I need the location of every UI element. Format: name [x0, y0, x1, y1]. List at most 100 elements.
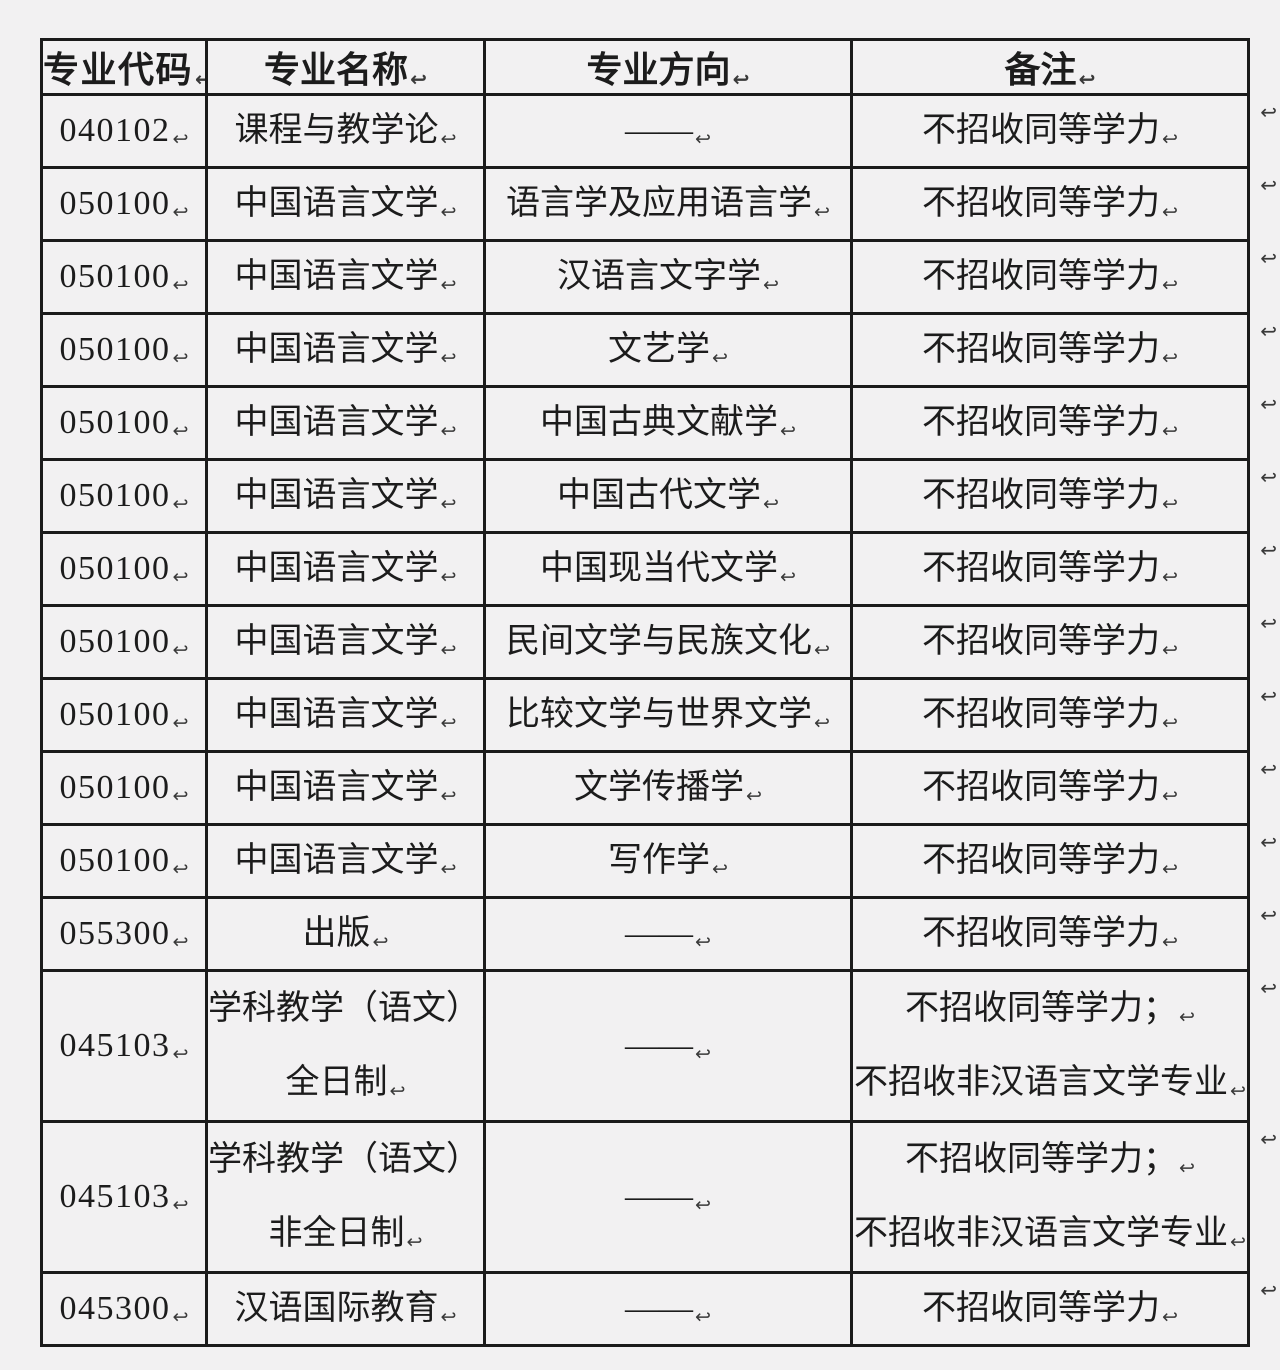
table-body: 040102 ↩ 课程与教学论 ↩ —— ↩ 不招收同等学力 ↩ ↩ 050100 ↩ 中国…	[40, 93, 1277, 1347]
paragraph-mark-icon: ↩	[482, 1006, 483, 1028]
cell-line: 不招收同等学力 ↩	[922, 476, 1178, 515]
cell-lines: 汉语国际教育 ↩	[208, 1274, 483, 1344]
paragraph-mark-icon: ↩	[440, 784, 457, 807]
cell-line: 中国语言文学 ↩	[235, 695, 457, 734]
paragraph-mark-icon: ↩	[1162, 857, 1178, 880]
cell-remark: 不招收同等学力 ↩ ↩	[850, 458, 1277, 534]
header-cell-remark: 备注↩↩	[850, 38, 1250, 96]
cell-name: 学科教学（语文）↩非全日制↩	[205, 1120, 486, 1274]
cell-lines: 中国古代文学 ↩	[486, 461, 850, 531]
cell-code: 050100 ↩	[40, 166, 208, 242]
table-row: 055300 ↩ 出版 ↩ —— ↩ 不招收同等学力 ↩ ↩	[40, 896, 1277, 972]
cell-text: 040102	[59, 112, 171, 150]
cell-lines: 050100 ↩	[43, 753, 205, 823]
table-row: 050100 ↩ 中国语言文学 ↩ 比较文学与世界文学 ↩ 不招收同等学力 ↩ ↩	[40, 677, 1277, 753]
cell-lines: 文学传播学 ↩	[486, 753, 850, 823]
cell-line: 中国语言文学 ↩	[235, 768, 457, 807]
cell-line: 中国语言文学 ↩	[235, 549, 457, 588]
paragraph-mark-icon: ↩	[1162, 930, 1178, 953]
paragraph-mark-icon: ↩	[172, 857, 189, 880]
paragraph-mark-icon: ↩	[172, 127, 189, 150]
paragraph-mark-icon: ↩	[172, 346, 189, 369]
cell-lines: 不招收同等学力 ↩	[853, 242, 1247, 312]
paragraph-mark-icon: ↩	[440, 492, 457, 515]
cell-line: 050100 ↩	[60, 841, 189, 880]
cell-line: 课程与教学论 ↩	[235, 111, 457, 150]
table-header: 专业代码↩ 专业名称↩ 专业方向↩ 备注↩↩	[40, 38, 1250, 96]
cell-line: 民间文学与民族文化 ↩	[506, 622, 830, 661]
cell-line: 045300 ↩	[60, 1289, 189, 1328]
program-table: 专业代码↩ 专业名称↩ 专业方向↩ 备注↩↩ 040102↩ 课程与教学论↩ —…	[40, 38, 1277, 1347]
cell-lines: 050100 ↩	[43, 242, 205, 312]
cell-text: 不招收同等学力	[922, 769, 1161, 807]
cell-name: 中国语言文学 ↩	[205, 677, 486, 753]
cell-remark: 不招收同等学力 ↩ ↩	[850, 750, 1277, 826]
cell-text: 不招收同等学力	[922, 331, 1161, 369]
cell-remark: 不招收同等学力； ↩ 不招收非汉语言文学专业 ↩ ↩	[850, 969, 1277, 1123]
cell-line: 不招收非汉语言文学专业 ↩	[854, 1063, 1246, 1102]
cell-direction: —— ↩	[483, 93, 853, 169]
table-header-row: 专业代码↩ 专业名称↩ 专业方向↩ 备注↩↩	[40, 38, 1250, 96]
cell-name: 中国语言文学 ↩	[205, 531, 486, 607]
cell-line: 学科教学（语文）↩	[208, 989, 483, 1028]
cell-line: 不招收同等学力 ↩	[922, 914, 1178, 953]
paragraph-mark-icon: ↩	[172, 492, 189, 515]
cell-remark: 不招收同等学力 ↩ ↩	[850, 166, 1277, 242]
cell-lines: 050100 ↩	[43, 461, 205, 531]
paragraph-mark-icon: ↩	[440, 565, 457, 588]
paragraph-mark-icon: ↩	[1162, 419, 1178, 442]
cell-text: 文艺学	[608, 331, 711, 369]
cell-line: 不招收同等学力 ↩	[922, 695, 1178, 734]
cell-text: 不招收同等学力	[922, 404, 1161, 442]
row-end-mark-icon: ↩	[1260, 465, 1277, 489]
row-end-mark-icon: ↩	[1260, 757, 1277, 781]
paragraph-mark-icon: ↩	[172, 711, 189, 734]
cell-direction: 语言学及应用语言学 ↩	[483, 166, 853, 242]
paragraph-mark-icon: ↩	[172, 273, 189, 296]
cell-text: 不招收同等学力；	[905, 1141, 1178, 1179]
cell-lines: 不招收同等学力 ↩	[853, 169, 1247, 239]
header-cell-name: 专业名称↩	[205, 38, 486, 96]
cell-lines: 中国语言文学 ↩	[208, 534, 483, 604]
cell-line: 050100 ↩	[60, 695, 189, 734]
cell-code: 050100 ↩	[40, 823, 208, 899]
cell-text: 不招收同等学力	[922, 842, 1161, 880]
cell-text: ——	[625, 112, 694, 150]
cell-line: 045103 ↩	[60, 1177, 189, 1216]
cell-line: 中国语言文学 ↩	[235, 330, 457, 369]
cell-line: 不招收同等学力 ↩	[922, 549, 1178, 588]
cell-line: 汉语国际教育 ↩	[235, 1289, 457, 1328]
cell-text: 不招收同等学力	[922, 915, 1161, 953]
cell-name: 中国语言文学 ↩	[205, 604, 486, 680]
cell-name: 课程与教学论 ↩	[205, 93, 486, 169]
cell-code: 050100 ↩	[40, 604, 208, 680]
paragraph-mark-icon: ↩	[814, 711, 830, 734]
cell-text: 050100	[59, 477, 171, 515]
cell-text: 文学传播学	[574, 769, 745, 807]
cell-text: 非全日制	[268, 1215, 405, 1253]
cell-name: 中国语言文学 ↩	[205, 823, 486, 899]
cell-direction: 写作学 ↩	[483, 823, 853, 899]
cell-line: 中国语言文学 ↩	[235, 622, 457, 661]
cell-lines: 045103 ↩	[43, 972, 205, 1120]
cell-text: 民间文学与民族文化	[506, 623, 813, 661]
cell-lines: 050100 ↩	[43, 315, 205, 385]
paragraph-mark-icon: ↩	[440, 1305, 457, 1328]
cell-direction: 文艺学 ↩	[483, 312, 853, 388]
cell-lines: 050100 ↩	[43, 169, 205, 239]
paragraph-mark-icon: ↩	[1162, 346, 1178, 369]
cell-text: 050100	[59, 696, 171, 734]
paragraph-mark-icon: ↩	[440, 127, 457, 150]
cell-line: 不招收同等学力 ↩	[922, 768, 1178, 807]
cell-remark: 不招收同等学力 ↩ ↩	[850, 604, 1277, 680]
cell-remark: 不招收同等学力 ↩ ↩	[850, 1271, 1277, 1347]
cell-remark: 不招收同等学力； ↩ 不招收非汉语言文学专业 ↩ ↩	[850, 1120, 1277, 1274]
cell-text: 不招收非汉语言文学专业	[854, 1215, 1229, 1253]
paragraph-mark-icon: ↩	[1179, 1156, 1195, 1179]
paragraph-mark-icon: ↩	[389, 1079, 406, 1102]
row-end-mark-icon: ↩	[1260, 830, 1277, 854]
paragraph-mark-icon: ↩	[1162, 565, 1178, 588]
cell-text: ——	[625, 1178, 694, 1216]
cell-text: 中国语言文学	[234, 769, 439, 807]
cell-line: 050100 ↩	[60, 549, 189, 588]
